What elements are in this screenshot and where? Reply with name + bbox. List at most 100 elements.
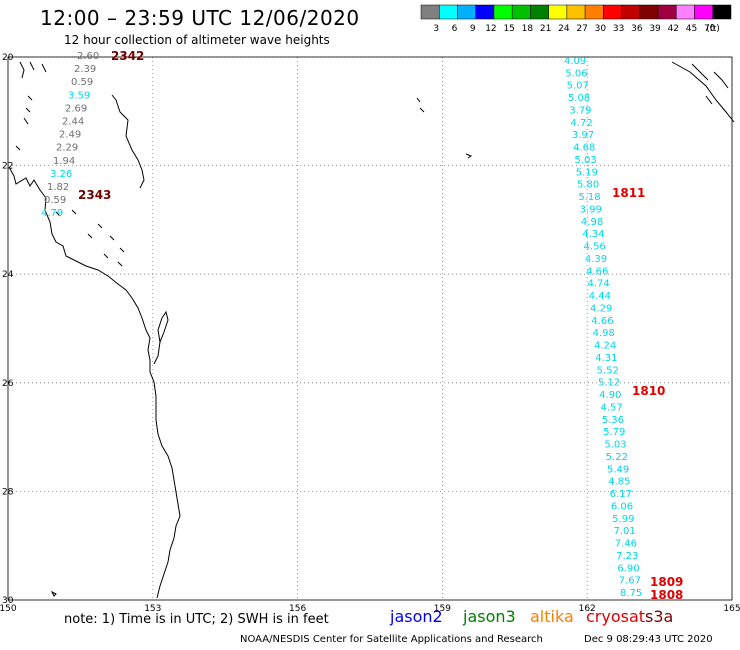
- lat-label: 24: [2, 270, 14, 280]
- wave-height-value: 1.82: [47, 182, 69, 193]
- wave-height-value: 5.03: [604, 440, 626, 451]
- wave-height-value: 4.98: [581, 217, 603, 228]
- wave-height-value: 3.97: [572, 130, 594, 141]
- scale-swatch: [438, 4, 458, 20]
- wave-height-value: 5.49: [607, 464, 629, 475]
- wave-height-value: 4.66: [591, 316, 613, 327]
- scale-label: 42: [668, 24, 679, 34]
- scale-swatch: [657, 4, 677, 20]
- wave-height-value: 4.34: [582, 229, 604, 240]
- scale-swatch: [621, 4, 641, 20]
- wave-height-value: 3.59: [68, 90, 90, 101]
- lon-label: 153: [144, 604, 161, 614]
- left-altimeter-track: 2.60 2.39 0.59 3.59 2.69 2.44 2.49 2.29 1.94 3.26…: [41, 51, 99, 219]
- pass-time-label: 1809: [650, 575, 683, 589]
- pass-time-label: 1808: [650, 588, 683, 602]
- wave-height-value: 5.80: [577, 180, 599, 191]
- wave-height-value: 4.72: [571, 118, 593, 129]
- wave-height-value: 2.29: [56, 143, 78, 154]
- color-scale-bar: [420, 4, 732, 20]
- wave-height-value: 2.60: [77, 51, 99, 62]
- scale-swatch: [694, 4, 714, 20]
- lat-lon-grid: [7, 56, 733, 601]
- scale-swatch: [566, 4, 586, 20]
- map-frame: [7, 56, 733, 601]
- wave-height-value: 5.36: [602, 415, 624, 426]
- lat-label: 20: [2, 53, 14, 63]
- satellite-altika: altika: [530, 607, 574, 626]
- pass-time-label: 2342: [111, 49, 144, 63]
- wave-height-value: 4.74: [587, 279, 609, 290]
- wave-height-value: 5.22: [606, 452, 628, 463]
- scale-swatch: [530, 4, 549, 20]
- lon-label: 165: [723, 604, 740, 614]
- wave-height-value: 5.79: [603, 427, 625, 438]
- scale-label: 21: [540, 24, 551, 34]
- scale-swatch: [584, 4, 604, 20]
- units-note: note: 1) Time is in UTC; 2) SWH is in fe…: [64, 612, 329, 627]
- wave-height-value: 5.18: [578, 192, 600, 203]
- scale-label: 18: [522, 24, 534, 34]
- color-scale-labels: 3 6 9 12 15 18 21 24 27 30 33 36 39 42 45 70(ft): [433, 24, 719, 34]
- scale-label: 27: [576, 24, 587, 34]
- wave-height-value: 4.29: [590, 303, 612, 314]
- wave-height-value: 4.66: [586, 266, 608, 277]
- scale-label: 30: [595, 24, 607, 34]
- wave-height-value: 1.94: [53, 156, 75, 167]
- right-altimeter-track: 4.095.065.075.083.794.723.974.685.035.19…: [564, 56, 642, 599]
- wave-height-value: 4.31: [595, 353, 617, 364]
- wave-height-value: 2.39: [74, 64, 96, 75]
- wave-height-value: 5.03: [574, 155, 596, 166]
- scale-swatch: [712, 4, 732, 20]
- wave-height-value: 5.07: [567, 81, 589, 92]
- scale-label: 70: [704, 24, 716, 34]
- wave-height-value: 5.99: [612, 514, 634, 525]
- scale-swatch: [475, 4, 495, 20]
- wave-height-value: 4.90: [599, 390, 621, 401]
- scale-swatch: [603, 4, 622, 20]
- satellite-jason3: jason3: [463, 607, 516, 626]
- satellite-s3a: s3a: [645, 607, 674, 626]
- wave-height-value: 2.69: [65, 103, 87, 114]
- wave-height-value: 7.23: [616, 551, 638, 562]
- lon-label: 156: [289, 604, 306, 614]
- wave-height-value: 5.06: [565, 68, 587, 79]
- longitude-labels: 150 153 156 159 162 165: [0, 604, 740, 614]
- wave-height-value: 5.19: [576, 167, 598, 178]
- lon-label: 159: [434, 604, 451, 614]
- lat-label: 26: [2, 379, 14, 389]
- lat-label: 30: [2, 596, 14, 606]
- scale-label: 36: [631, 24, 643, 34]
- wave-height-value: 6.90: [617, 563, 639, 574]
- wave-height-value: 5.08: [568, 93, 590, 104]
- scale-swatch: [676, 4, 695, 20]
- wave-height-value: 7.01: [613, 526, 635, 537]
- wave-height-value: 4.56: [584, 242, 606, 253]
- wave-height-value: 6.06: [611, 501, 633, 512]
- credit-timestamp: Dec 9 08:29:43 UTC 2020: [584, 634, 713, 645]
- wave-height-value: 4.24: [594, 341, 616, 352]
- wave-height-value: 5.52: [597, 365, 619, 376]
- scale-label: 6: [452, 24, 458, 34]
- satellite-jason2: jason2: [390, 607, 443, 626]
- scale-swatch: [493, 4, 513, 20]
- lon-label: 150: [0, 604, 17, 614]
- scale-label: 39: [649, 24, 661, 34]
- scale-label: 3: [433, 24, 439, 34]
- lat-label: 28: [2, 487, 14, 497]
- wave-height-value: 4.44: [589, 291, 611, 302]
- wave-height-value: 3.99: [580, 204, 602, 215]
- scale-swatch: [457, 4, 476, 20]
- wave-height-value: 4.39: [585, 254, 607, 265]
- pass-time-label: 1810: [632, 384, 665, 398]
- scale-swatch: [511, 4, 531, 20]
- wave-height-value: 7.46: [615, 539, 637, 550]
- coastline: [8, 61, 735, 599]
- wave-height-value: 2.44: [62, 117, 84, 128]
- scale-label: 12: [485, 24, 496, 34]
- scale-label: 33: [613, 24, 624, 34]
- scale-label: 24: [558, 24, 570, 34]
- scale-swatch: [420, 4, 440, 20]
